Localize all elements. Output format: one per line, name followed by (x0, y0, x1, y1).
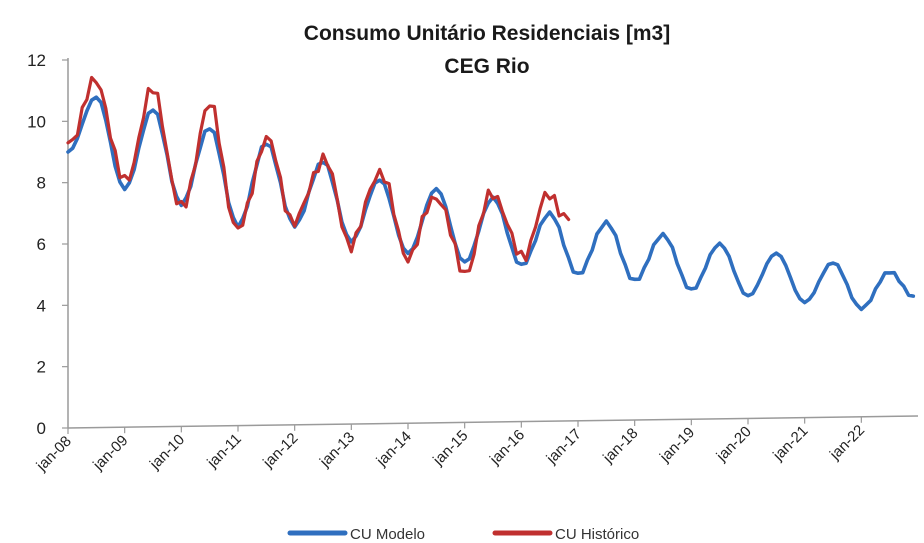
legend: CU Modelo CU Histórico (287, 526, 639, 543)
y-tick-label: 0 (37, 419, 46, 438)
x-tick-label: jan-20 (713, 423, 755, 465)
x-tick-label: jan-10 (146, 431, 188, 473)
axes (67, 58, 919, 429)
y-tick-label: 6 (37, 235, 46, 254)
legend-label-cu-modelo: CU Modelo (350, 526, 425, 543)
legend-label-cu-historico: CU Histórico (555, 526, 639, 543)
chart-title: Consumo Unitário Residenciais [m3] (304, 22, 670, 45)
x-tick-label: jan-14 (373, 428, 415, 470)
y-tick-label: 8 (37, 174, 46, 193)
chart-subtitle: CEG Rio (444, 55, 529, 78)
x-tick-label: jan-16 (486, 426, 528, 468)
y-tick-label: 12 (27, 51, 46, 70)
x-axis-ticks: jan-08 jan-09 jan-10 jan-11 jan-12 jan-13 jan-… (33, 416, 868, 475)
series-line-cu-historico (66, 75, 571, 273)
y-tick-label: 4 (37, 296, 46, 315)
y-tick-label: 2 (37, 358, 46, 377)
x-axis-line (67, 415, 919, 429)
y-tick-label: 10 (27, 112, 46, 131)
x-tick-label: jan-22 (826, 422, 868, 464)
x-tick-label: jan-12 (259, 430, 301, 472)
series-line-cu-modelo (66, 95, 916, 312)
x-tick-label: jan-21 (769, 422, 811, 464)
x-tick-label: jan-15 (429, 427, 471, 469)
x-tick-label: jan-13 (316, 429, 358, 471)
x-tick-label: jan-17 (543, 426, 585, 468)
x-tick-label: jan-19 (656, 424, 698, 466)
y-axis-ticks: 0 2 4 6 8 10 12 (27, 51, 68, 438)
x-tick-label: jan-18 (599, 425, 641, 467)
series-lines (66, 75, 916, 312)
x-tick-label: jan-08 (33, 433, 75, 475)
x-tick-label: jan-09 (89, 432, 131, 474)
x-tick-label: jan-11 (203, 430, 244, 471)
